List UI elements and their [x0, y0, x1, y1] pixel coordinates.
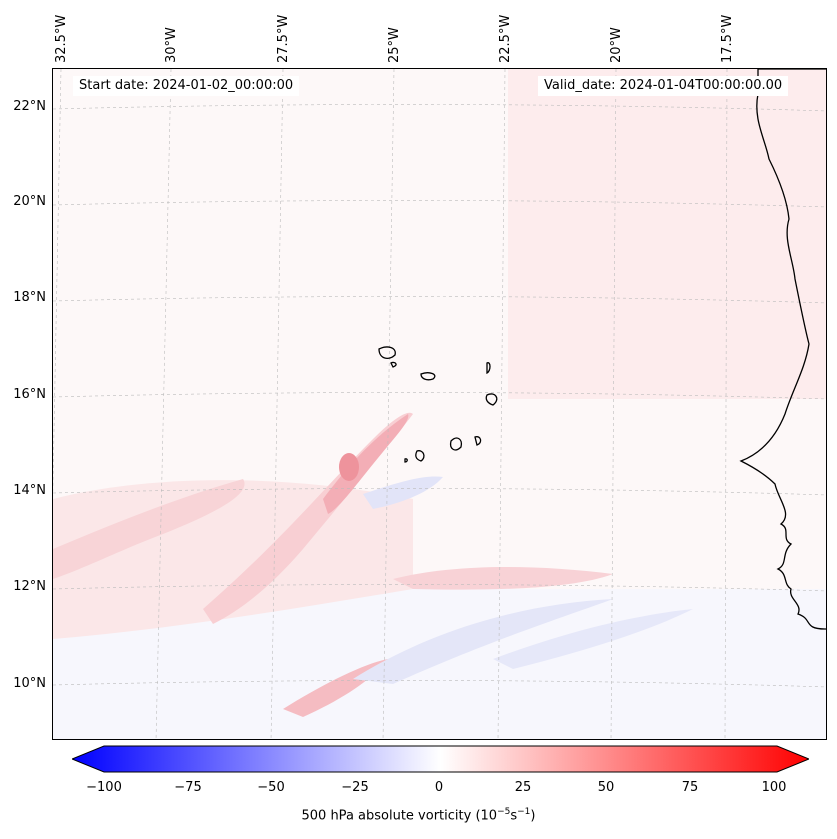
gridlines — [53, 69, 826, 739]
colorbar-tick: 50 — [597, 780, 615, 795]
island-santiago — [449, 437, 463, 451]
island-boa-vista — [485, 393, 498, 406]
colorbar-gradient — [72, 745, 809, 773]
island-santo-antao — [378, 346, 396, 360]
meridian-25w — [382, 69, 395, 739]
lon-label-30w: 30°W — [164, 27, 179, 63]
colorbar-tick: −25 — [341, 780, 369, 795]
field-positive-region-northeast — [508, 69, 826, 399]
island-sao-vicente — [390, 361, 397, 368]
africa-coastline — [739, 69, 826, 630]
colorbar-unit-base: 10 — [480, 808, 498, 824]
island-fogo — [415, 450, 425, 462]
meridian-17-5w — [724, 69, 728, 739]
vorticity-band-east — [393, 567, 613, 590]
colorbar-tick: −100 — [86, 780, 122, 795]
vorticity-band-west — [53, 479, 245, 579]
negative-band-3 — [363, 476, 443, 509]
lon-label-25w: 25°W — [387, 27, 402, 63]
map-panel[interactable] — [52, 68, 827, 740]
negative-band-2 — [493, 609, 693, 669]
vorticity-field — [53, 69, 826, 739]
vorticity-maximum — [339, 453, 359, 481]
colorbar-tick: 100 — [761, 780, 787, 795]
lat-label-16n: 16°N — [13, 387, 46, 402]
colorbar-tick: −75 — [174, 780, 202, 795]
colorbar-unit-seconds: s — [510, 808, 518, 824]
island-maio — [474, 436, 482, 446]
colorbar-tick: 0 — [434, 780, 444, 795]
colorbar-unit-exponent: −5 — [497, 807, 511, 817]
meridian-30w — [155, 69, 172, 739]
negative-band-1 — [353, 599, 613, 684]
vorticity-band-south — [283, 659, 388, 717]
colorbar-label: 500 hPa absolute vorticity (10−5s−1) — [301, 807, 536, 824]
lon-label-17-5w: 17.5°W — [720, 14, 735, 63]
lon-label-27-5w: 27.5°W — [276, 14, 291, 63]
island-sal — [486, 362, 491, 375]
lon-label-20w: 20°W — [609, 27, 624, 63]
meridian-32-5w — [53, 69, 62, 499]
colorbar-variable: 500 hPa absolute vorticity — [301, 808, 472, 824]
lat-label-14n: 14°N — [13, 483, 46, 498]
lat-label-18n: 18°N — [13, 290, 46, 305]
lon-label-32-5w: 32.5°W — [54, 14, 69, 63]
meridian-27-5w — [270, 69, 284, 739]
lat-label-20n: 20°N — [13, 194, 46, 209]
colorbar-tick: 75 — [681, 780, 699, 795]
start-date-label: Start date: 2024-01-02_00:00:00 — [73, 76, 300, 96]
island-sao-nicolau — [420, 372, 436, 381]
island-brava — [404, 458, 408, 463]
lat-label-22n: 22°N — [13, 99, 46, 114]
vorticity-band-core — [323, 414, 409, 514]
colorbar-tick: −50 — [257, 780, 285, 795]
colorbar-unit-seconds-exponent: −1 — [517, 807, 531, 817]
lat-label-12n: 12°N — [13, 579, 46, 594]
valid-date-label: Valid_date: 2024-01-04T00:00:00.00 — [538, 76, 789, 96]
meridian-22-5w — [497, 69, 506, 739]
colorbar-tick: 25 — [514, 780, 532, 795]
lat-label-10n: 10°N — [13, 676, 46, 691]
colorbar — [72, 745, 809, 773]
lon-label-22-5w: 22.5°W — [498, 14, 513, 63]
meridian-20w — [610, 69, 617, 739]
